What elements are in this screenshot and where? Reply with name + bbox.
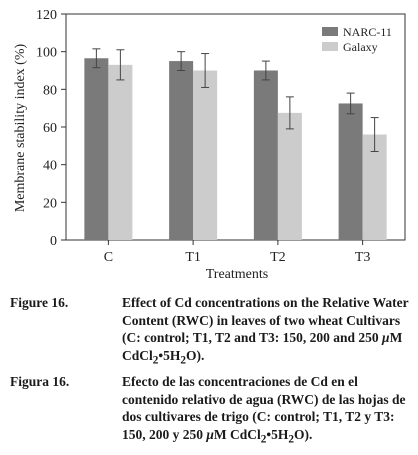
legend-swatch	[322, 42, 338, 51]
bar-narc-11-t1	[169, 61, 194, 241]
caption-english-label: Figure 16.	[10, 295, 69, 310]
legend-label: NARC-11	[343, 25, 392, 39]
y-tick-label: 0	[50, 234, 57, 249]
caption-english: Figure 16. Effect of Cd concentrations o…	[10, 294, 414, 370]
bar-narc-11-t3	[338, 103, 363, 240]
bar-narc-11-c	[84, 58, 109, 241]
y-tick-label: 80	[43, 83, 57, 98]
caption-english-text: Effect of Cd concentrations on the Relat…	[122, 295, 409, 367]
y-tick-label: 20	[43, 196, 57, 211]
x-tick-label: T3	[355, 250, 371, 265]
y-tick-label: 40	[43, 159, 57, 174]
bar-galaxy-t3	[362, 134, 387, 240]
y-tick-label: 120	[36, 8, 57, 23]
bar-galaxy-t2	[277, 112, 302, 240]
x-tick-label: T1	[185, 250, 201, 265]
bar-galaxy-c	[108, 64, 133, 240]
caption-spanish-text: Efecto de las concentraciones de Cd en e…	[122, 374, 406, 446]
y-tick-label: 100	[36, 46, 57, 61]
caption-spanish-label: Figura 16.	[10, 374, 70, 389]
legend-swatch	[322, 27, 338, 36]
y-tick-label: 60	[43, 121, 57, 136]
x-tick-label: C	[104, 250, 113, 265]
figure-captions: Figure 16. Effect of Cd concentrations o…	[0, 294, 418, 455]
caption-spanish: Figura 16. Efecto de las concentraciones…	[10, 373, 414, 449]
y-axis-title: Membrane stability index (%)	[13, 43, 28, 212]
x-axis-title: Treatments	[206, 267, 268, 282]
legend-label: Galaxy	[343, 40, 378, 54]
bar-galaxy-t1	[193, 70, 218, 240]
bar-narc-11-t2	[253, 70, 278, 240]
x-tick-label: T2	[270, 250, 286, 265]
